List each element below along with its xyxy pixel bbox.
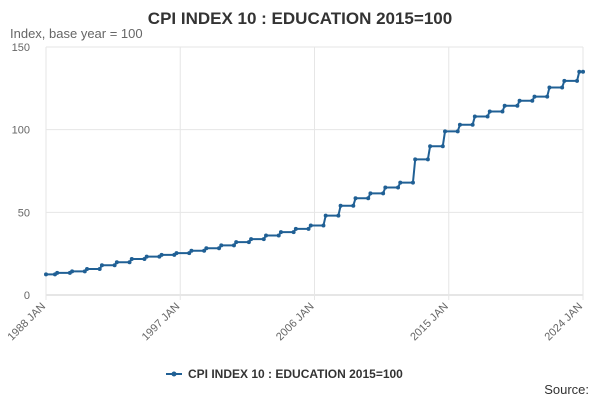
data-point[interactable]	[470, 122, 475, 127]
x-tick-label: 2024 JAN	[542, 301, 585, 344]
data-point[interactable]	[515, 103, 520, 108]
legend[interactable]: CPI INDEX 10 : EDUCATION 2015=100	[166, 367, 403, 381]
plot-area	[44, 69, 585, 277]
data-point[interactable]	[217, 246, 222, 251]
data-point[interactable]	[443, 129, 448, 134]
data-point[interactable]	[381, 191, 386, 196]
data-point[interactable]	[308, 223, 313, 228]
y-axis-title: Index, base year = 100	[10, 26, 143, 41]
data-point[interactable]	[293, 226, 298, 231]
data-point[interactable]	[502, 103, 507, 108]
data-point[interactable]	[144, 254, 149, 259]
source-label: Source:	[544, 382, 589, 397]
data-point[interactable]	[336, 213, 341, 218]
data-point[interactable]	[547, 85, 552, 90]
y-tick-label: 150	[12, 42, 30, 54]
legend-label: CPI INDEX 10 : EDUCATION 2015=100	[188, 367, 403, 381]
data-point[interactable]	[560, 85, 565, 90]
data-point[interactable]	[321, 223, 326, 228]
data-point[interactable]	[174, 251, 179, 256]
y-axis: 0 50 100 150	[12, 42, 30, 302]
data-point[interactable]	[129, 256, 134, 261]
data-point[interactable]	[532, 94, 537, 99]
data-point[interactable]	[127, 260, 132, 265]
x-tick-label: 2006 JAN	[274, 301, 317, 344]
data-point[interactable]	[457, 122, 462, 127]
x-tick-label: 1988 JAN	[5, 301, 48, 344]
data-point[interactable]	[261, 237, 266, 242]
x-tick-label: 2015 JAN	[408, 301, 451, 344]
data-point[interactable]	[545, 94, 550, 99]
data-point[interactable]	[249, 237, 254, 242]
data-point[interactable]	[428, 144, 433, 149]
data-point[interactable]	[562, 78, 567, 83]
data-point[interactable]	[530, 98, 535, 103]
x-axis: 1988 JAN 1997 JAN 2006 JAN 2015 JAN 2024 JAN	[5, 301, 585, 344]
data-point[interactable]	[55, 270, 60, 275]
data-point[interactable]	[278, 230, 283, 235]
data-point[interactable]	[440, 144, 445, 149]
data-point[interactable]	[351, 203, 356, 208]
y-tick-label: 100	[12, 125, 30, 137]
x-tick-label: 1997 JAN	[140, 301, 183, 344]
data-point[interactable]	[398, 180, 403, 185]
data-point[interactable]	[219, 243, 224, 248]
data-point[interactable]	[472, 114, 477, 119]
data-point[interactable]	[353, 196, 358, 201]
data-point[interactable]	[97, 267, 102, 272]
data-point[interactable]	[338, 203, 343, 208]
data-point[interactable]	[99, 263, 104, 268]
grid-lines	[45, 46, 584, 300]
series-line	[46, 70, 583, 276]
data-point[interactable]	[44, 272, 48, 277]
data-point[interactable]	[577, 69, 582, 74]
legend-marker-symbol	[171, 371, 177, 377]
data-point[interactable]	[517, 98, 522, 103]
data-point[interactable]	[234, 240, 239, 245]
data-point[interactable]	[231, 243, 236, 248]
data-point[interactable]	[487, 109, 492, 114]
data-point[interactable]	[306, 226, 311, 231]
data-point[interactable]	[410, 180, 415, 185]
data-point[interactable]	[368, 191, 373, 196]
data-point[interactable]	[291, 230, 296, 235]
data-point[interactable]	[413, 157, 418, 162]
y-tick-label: 50	[18, 207, 30, 219]
data-point[interactable]	[500, 109, 505, 114]
data-point[interactable]	[366, 196, 371, 201]
data-point[interactable]	[383, 185, 388, 190]
data-point[interactable]	[246, 240, 251, 245]
data-point[interactable]	[112, 263, 117, 268]
data-point[interactable]	[575, 78, 580, 83]
data-point[interactable]	[276, 233, 281, 238]
data-point[interactable]	[189, 248, 194, 253]
data-point[interactable]	[85, 267, 90, 272]
data-point[interactable]	[70, 269, 75, 274]
data-point[interactable]	[204, 246, 209, 251]
data-point[interactable]	[485, 114, 490, 119]
data-point[interactable]	[396, 185, 401, 190]
data-point[interactable]	[264, 233, 269, 238]
chart-title: CPI INDEX 10 : EDUCATION 2015=100	[148, 9, 452, 28]
data-point[interactable]	[323, 213, 328, 218]
data-point[interactable]	[455, 129, 460, 134]
data-point[interactable]	[425, 157, 430, 162]
data-point[interactable]	[159, 252, 164, 257]
data-point[interactable]	[114, 260, 119, 265]
data-point[interactable]	[581, 69, 585, 74]
y-tick-label: 0	[24, 290, 30, 302]
